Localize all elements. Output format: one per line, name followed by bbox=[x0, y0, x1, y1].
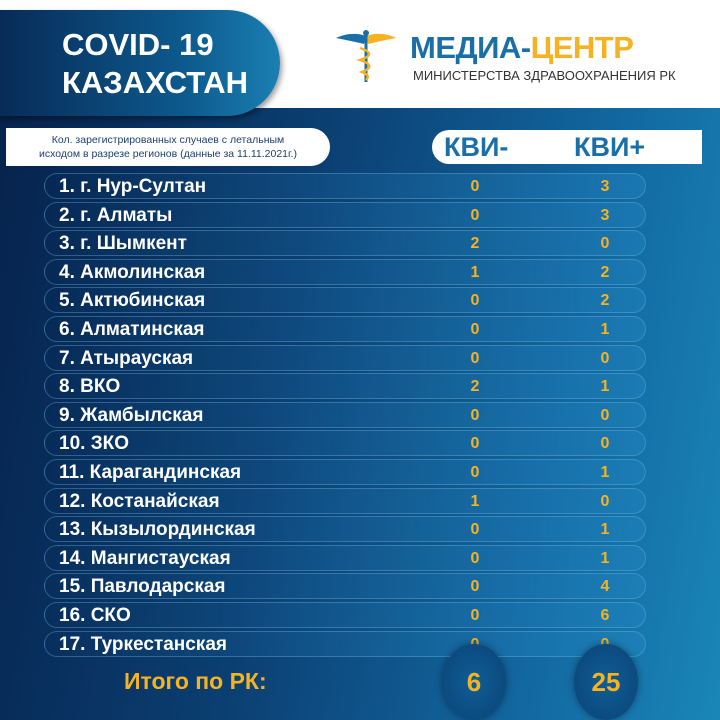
col-kvi-plus: КВИ+ bbox=[574, 132, 646, 162]
title-line2: КАЗАХСТАН bbox=[62, 65, 248, 100]
table-row: 9. Жамбылская 0 0 bbox=[44, 401, 646, 428]
region-name: 14. Мангистауская bbox=[59, 547, 231, 569]
kvi-plus-value: 2 bbox=[600, 292, 610, 310]
kvi-plus-value: 4 bbox=[600, 578, 610, 596]
region-name: 17. Туркестанская bbox=[59, 633, 227, 655]
description-line2: исходом в разрезе регионов (данные за 11… bbox=[39, 148, 297, 160]
region-name: 9. Жамбылская bbox=[59, 404, 204, 426]
kvi-plus-value: 0 bbox=[600, 406, 610, 424]
kvi-minus-value: 0 bbox=[470, 578, 480, 596]
kvi-plus-value: 0 bbox=[600, 235, 610, 253]
table-row: 6. Алматинская 0 1 bbox=[44, 316, 646, 342]
region-name: 1. г. Нур-Султан bbox=[59, 176, 207, 197]
table-row: 13. Кызылординская 0 1 bbox=[44, 516, 646, 543]
region-name: 7. Атырауская bbox=[59, 347, 194, 369]
region-name: 5. Актюбинская bbox=[59, 290, 206, 312]
region-name: 10. ЗКО bbox=[59, 433, 129, 455]
kvi-plus-value: 1 bbox=[600, 464, 610, 481]
kvi-minus-value: 0 bbox=[470, 549, 480, 567]
col-kvi-minus: КВИ- bbox=[444, 132, 509, 162]
kvi-minus-value: 2 bbox=[470, 378, 480, 396]
kvi-minus-value: 0 bbox=[470, 206, 480, 224]
brand-subtitle: МИНИСТЕРСТВА ЗДРАВООХРАНЕНИЯ РК bbox=[413, 68, 676, 83]
brand-name: МЕДИА-ЦЕНТР bbox=[410, 30, 634, 66]
region-name: 11. Карагандинская bbox=[59, 462, 242, 483]
table-row: 8. ВКО 2 1 bbox=[44, 373, 646, 400]
kvi-minus-value: 0 bbox=[470, 321, 480, 338]
table-row: 7. Атырауская 0 0 bbox=[44, 344, 646, 371]
kvi-plus-value: 1 bbox=[600, 378, 610, 396]
kvi-plus-value: 1 bbox=[600, 549, 610, 567]
table-row: 11. Карагандинская 0 1 bbox=[44, 459, 646, 485]
kvi-plus-value: 6 bbox=[600, 607, 610, 624]
brand-part1: МЕДИА- bbox=[410, 30, 531, 65]
region-name: 16. СКО bbox=[59, 605, 131, 626]
kvi-minus-value: 0 bbox=[470, 607, 480, 624]
brand-part2: ЦЕНТР bbox=[530, 30, 634, 65]
region-name: 4. Акмолинская bbox=[59, 261, 206, 283]
kvi-minus-value: 0 bbox=[470, 406, 480, 424]
region-name: 3. г. Шымкент bbox=[59, 233, 187, 255]
kvi-plus-value: 1 bbox=[600, 321, 610, 338]
description-box: Кол. зарегистрированных случаев с леталь… bbox=[6, 128, 330, 166]
kvi-minus-value: 0 bbox=[470, 435, 480, 453]
caduceus-icon bbox=[336, 30, 396, 82]
table-row: 10. ЗКО 0 0 bbox=[44, 430, 646, 457]
kvi-minus-value: 0 bbox=[470, 464, 480, 481]
total-label: Итого по РК: bbox=[124, 668, 267, 694]
region-name: 6. Алматинская bbox=[59, 319, 205, 340]
region-name: 13. Кызылординская bbox=[59, 519, 256, 541]
title-badge: COVID- 19 КАЗАХСТАН bbox=[0, 10, 280, 116]
kvi-minus-value: 0 bbox=[470, 521, 480, 539]
kvi-minus-value: 1 bbox=[470, 263, 480, 281]
kvi-minus-value: 0 bbox=[470, 178, 480, 195]
kvi-plus-value: 0 bbox=[600, 492, 610, 510]
table-row: 16. СКО 0 6 bbox=[44, 602, 646, 628]
column-header: КВИ- КВИ+ bbox=[432, 130, 702, 164]
table-row: 15. Павлодарская 0 4 bbox=[44, 573, 646, 600]
title-line1: COVID- 19 bbox=[62, 27, 214, 62]
kvi-plus-value: 2 bbox=[600, 263, 610, 281]
region-name: 12. Костанайская bbox=[59, 490, 220, 512]
total-plus: 25 bbox=[574, 644, 638, 720]
description-line1: Кол. зарегистрированных случаев с леталь… bbox=[51, 134, 285, 146]
table-row: 4. Акмолинская 1 2 bbox=[44, 258, 646, 285]
kvi-plus-value: 3 bbox=[600, 206, 610, 224]
background-panel bbox=[0, 108, 720, 720]
table-row: 2. г. Алматы 0 3 bbox=[44, 201, 646, 228]
table-row: 12. Костанайская 1 0 bbox=[44, 487, 646, 514]
kvi-minus-value: 1 bbox=[470, 492, 480, 510]
region-name: 15. Павлодарская bbox=[59, 576, 226, 598]
kvi-plus-value: 1 bbox=[600, 521, 610, 539]
kvi-minus-value: 2 bbox=[470, 235, 480, 253]
region-name: 2. г. Алматы bbox=[59, 204, 173, 226]
kvi-minus-value: 0 bbox=[470, 349, 480, 367]
table-row: 5. Актюбинская 0 2 bbox=[44, 287, 646, 314]
table-row: 17. Туркестанская 0 0 bbox=[44, 630, 646, 657]
table-row: 14. Мангистауская 0 1 bbox=[44, 544, 646, 571]
kvi-plus-value: 3 bbox=[600, 178, 610, 195]
table-row: 3. г. Шымкент 2 0 bbox=[44, 230, 646, 257]
table-row: 1. г. Нур-Султан 0 3 bbox=[44, 173, 646, 199]
kvi-minus-value: 0 bbox=[470, 292, 480, 310]
region-name: 8. ВКО bbox=[59, 376, 121, 398]
kvi-plus-value: 0 bbox=[600, 349, 610, 367]
total-minus: 6 bbox=[442, 644, 506, 720]
kvi-plus-value: 0 bbox=[600, 435, 610, 453]
